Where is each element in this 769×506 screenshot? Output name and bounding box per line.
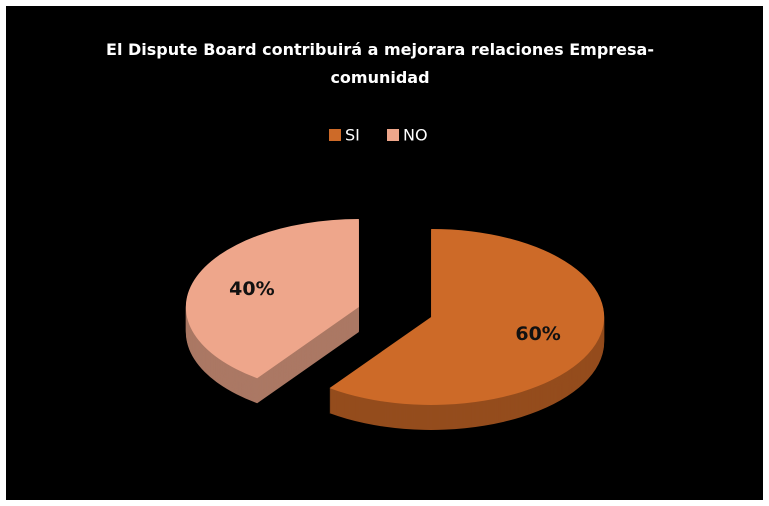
chart-title: El Dispute Board contribuirá a mejorara … <box>106 40 654 87</box>
pie-slice <box>185 219 359 379</box>
legend-label: NO <box>403 126 428 145</box>
legend-swatch <box>329 129 341 141</box>
legend-label: SI <box>345 126 360 145</box>
pie-slice-group <box>185 219 359 404</box>
legend-swatch <box>387 129 399 141</box>
data-label: 40% <box>229 278 274 300</box>
pie-slice <box>329 228 605 405</box>
pie-slice-group <box>329 228 605 430</box>
data-label: 60% <box>515 323 560 345</box>
